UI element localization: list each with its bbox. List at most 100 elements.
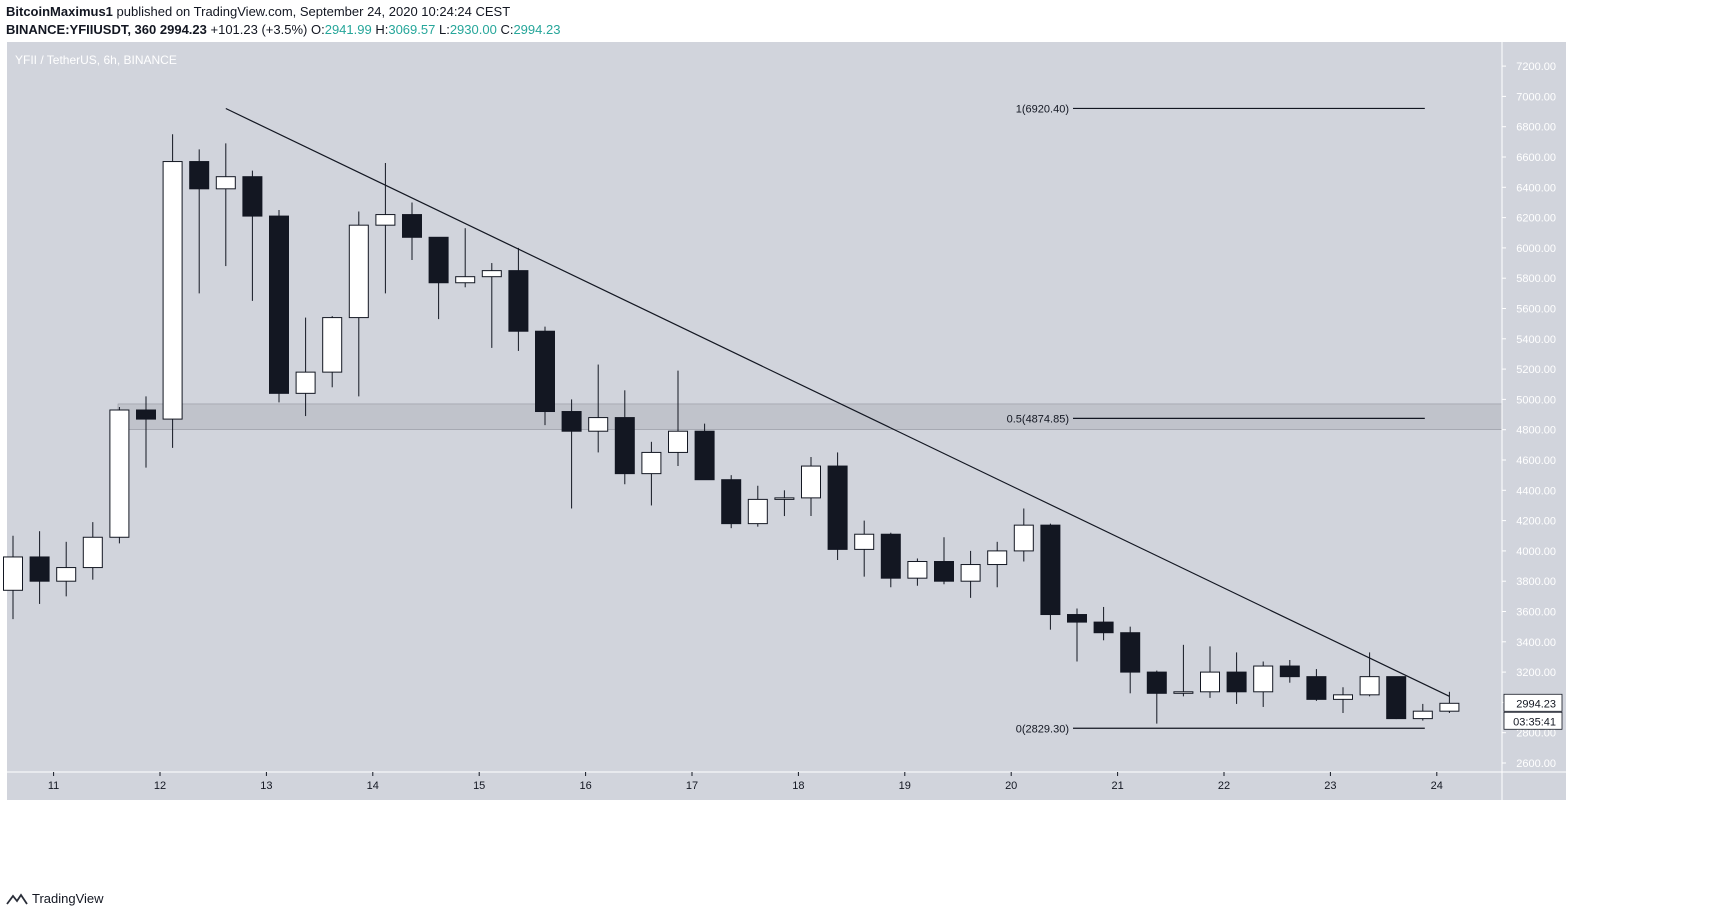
candle[interactable] bbox=[82, 522, 103, 580]
candle-body-up bbox=[668, 430, 688, 453]
last-price-badge[interactable] bbox=[1503, 693, 1563, 712]
candle-body-down bbox=[1279, 665, 1300, 678]
time-axis-background[interactable] bbox=[7, 772, 1566, 800]
candle[interactable] bbox=[614, 390, 635, 485]
candle[interactable] bbox=[588, 364, 609, 453]
published-text: published on TradingView.com, September … bbox=[116, 4, 511, 19]
candle-body-down bbox=[1067, 614, 1087, 623]
candle[interactable] bbox=[1013, 508, 1034, 562]
candle-body-up bbox=[109, 409, 130, 538]
candle[interactable] bbox=[1253, 661, 1274, 707]
countdown-badge bbox=[1503, 711, 1563, 730]
candle[interactable] bbox=[1040, 523, 1061, 630]
close-label: C: bbox=[500, 22, 514, 37]
candle[interactable] bbox=[1439, 691, 1460, 714]
candle-body-down bbox=[29, 556, 50, 582]
candle[interactable] bbox=[1173, 644, 1194, 697]
candle[interactable] bbox=[934, 537, 954, 585]
y-tick-label: 6600.00 bbox=[1516, 152, 1556, 164]
candle-body-down bbox=[269, 215, 289, 394]
candle[interactable] bbox=[29, 531, 50, 604]
x-tick-label: 18 bbox=[792, 780, 804, 792]
candle[interactable] bbox=[189, 149, 210, 294]
candle[interactable] bbox=[56, 541, 77, 597]
candle[interactable] bbox=[1200, 646, 1220, 698]
candle[interactable] bbox=[747, 485, 768, 527]
candle[interactable] bbox=[109, 406, 130, 544]
candle-body-up bbox=[348, 224, 369, 319]
candle[interactable] bbox=[1412, 703, 1433, 721]
candle[interactable] bbox=[668, 370, 688, 467]
last-price: 2994.23 bbox=[159, 22, 207, 37]
candle[interactable] bbox=[1306, 669, 1327, 701]
candle[interactable] bbox=[827, 452, 848, 560]
candle-body-down bbox=[1306, 676, 1327, 700]
x-tick-label: 11 bbox=[48, 780, 59, 792]
candle-body-down bbox=[402, 214, 422, 238]
candle[interactable] bbox=[1067, 608, 1087, 662]
candle[interactable] bbox=[1093, 606, 1114, 641]
candle-body-down bbox=[1120, 632, 1141, 673]
candle-body-up bbox=[747, 498, 768, 525]
candle-body-down bbox=[1040, 524, 1061, 616]
candle[interactable] bbox=[269, 210, 289, 403]
candle[interactable] bbox=[481, 263, 502, 348]
x-tick-label: 23 bbox=[1324, 780, 1336, 792]
y-tick-label: 3200.00 bbox=[1516, 667, 1556, 679]
support-zone[interactable] bbox=[117, 403, 1503, 431]
descending-trendline[interactable] bbox=[225, 107, 1450, 697]
candle[interactable] bbox=[215, 143, 236, 267]
candle[interactable] bbox=[428, 236, 449, 320]
candle[interactable] bbox=[694, 423, 715, 481]
candle[interactable] bbox=[960, 550, 981, 598]
candle[interactable] bbox=[455, 228, 476, 288]
candle[interactable] bbox=[880, 532, 901, 588]
candle[interactable] bbox=[348, 211, 369, 397]
candle[interactable] bbox=[987, 541, 1008, 588]
symbol-line: BINANCE:YFIIUSDT, 360 2994.23 +101.23 (+… bbox=[6, 22, 560, 37]
candle[interactable] bbox=[402, 202, 422, 261]
candle-body-up bbox=[641, 451, 662, 475]
candle[interactable] bbox=[907, 558, 928, 586]
candle-body-up bbox=[56, 567, 77, 582]
candle[interactable] bbox=[1120, 626, 1141, 694]
y-tick-label: 7200.00 bbox=[1516, 61, 1556, 73]
candle-body-down bbox=[1386, 676, 1407, 720]
candle[interactable] bbox=[1226, 652, 1247, 704]
candle[interactable] bbox=[641, 441, 662, 506]
candle[interactable] bbox=[561, 399, 582, 509]
price-axis-background[interactable] bbox=[1502, 42, 1566, 772]
candle-body-up bbox=[960, 564, 981, 582]
close-value: 2994.23 bbox=[513, 22, 561, 37]
candle[interactable] bbox=[1386, 676, 1407, 720]
candle[interactable] bbox=[295, 317, 316, 417]
candle[interactable] bbox=[854, 520, 875, 577]
candle[interactable] bbox=[3, 535, 23, 620]
y-tick-label: 4200.00 bbox=[1516, 516, 1556, 528]
x-tick-label: 17 bbox=[686, 780, 698, 792]
candle[interactable] bbox=[774, 490, 795, 517]
high-value: 3069.57 bbox=[388, 22, 436, 37]
x-tick-label: 12 bbox=[154, 780, 166, 792]
candle[interactable] bbox=[1333, 687, 1353, 714]
candle-body-up bbox=[375, 214, 396, 226]
candle[interactable] bbox=[535, 326, 555, 426]
candle[interactable] bbox=[162, 134, 183, 448]
candle[interactable] bbox=[1359, 652, 1380, 697]
candle[interactable] bbox=[242, 170, 263, 301]
candle-body-down bbox=[189, 161, 210, 190]
candle[interactable] bbox=[136, 396, 156, 468]
publisher-name[interactable]: BitcoinMaximus1 bbox=[6, 4, 113, 19]
candle[interactable] bbox=[322, 316, 343, 388]
y-tick-label: 2600.00 bbox=[1516, 758, 1556, 770]
footer-brand[interactable]: TradingView bbox=[32, 891, 104, 906]
y-tick-label: 5400.00 bbox=[1516, 334, 1556, 346]
candle[interactable] bbox=[1279, 659, 1300, 683]
candle[interactable] bbox=[508, 247, 529, 351]
candle-body-down bbox=[1093, 621, 1114, 634]
candle[interactable] bbox=[801, 456, 821, 517]
x-tick-label: 14 bbox=[367, 780, 379, 792]
candle[interactable] bbox=[721, 475, 742, 529]
candle[interactable] bbox=[1146, 670, 1167, 724]
